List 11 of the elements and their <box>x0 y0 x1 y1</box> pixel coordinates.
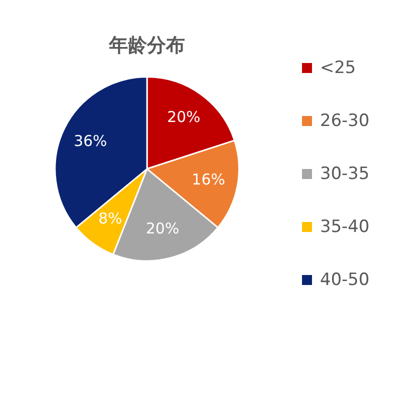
data-label: 20% <box>146 219 180 238</box>
legend-label: 40-50 <box>320 270 370 290</box>
data-label: 20% <box>167 108 200 126</box>
legend-label: 35-40 <box>320 217 370 237</box>
legend-label: 26-30 <box>320 111 370 131</box>
chart-title: 年龄分布 <box>108 34 185 56</box>
legend-label: <25 <box>320 58 356 78</box>
data-label: 16% <box>192 170 226 189</box>
data-label: 36% <box>74 132 108 150</box>
legend-label: 30-35 <box>320 164 370 184</box>
data-label: 8% <box>98 209 122 228</box>
